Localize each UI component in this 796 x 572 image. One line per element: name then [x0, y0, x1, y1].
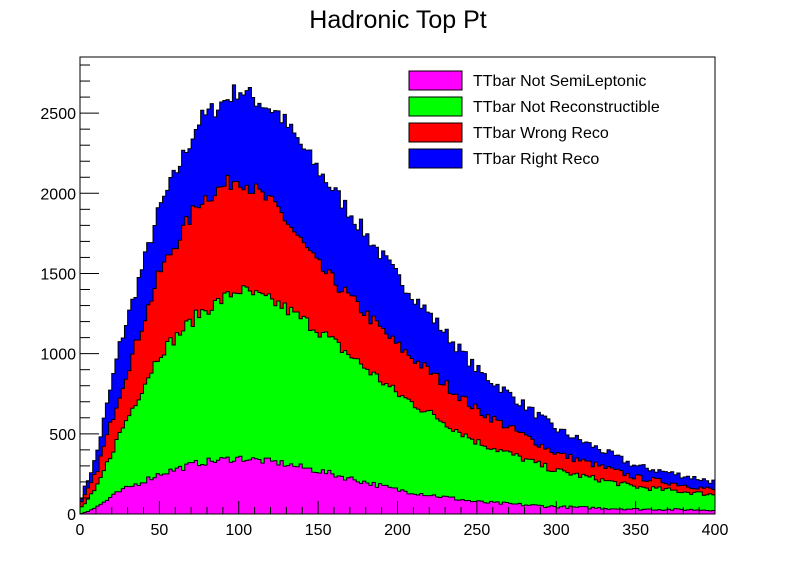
x-tick-label: 350 — [622, 522, 649, 539]
legend-item: TTbar Not Reconstructible — [408, 96, 660, 117]
y-tick-label: 1000 — [40, 347, 76, 364]
y-tick-label: 2500 — [40, 106, 76, 123]
legend-swatch — [408, 70, 463, 91]
chart-title: Hadronic Top Pt — [309, 6, 486, 34]
x-tick-label: 300 — [543, 522, 570, 539]
x-tick-label: 0 — [76, 522, 85, 539]
legend-label: TTbar Wrong Reco — [473, 125, 609, 142]
y-tick-label: 0 — [67, 507, 76, 524]
x-tick-label: 100 — [225, 522, 252, 539]
histogram-outline-ttbar-right-reco — [79, 84, 716, 515]
x-tick-label: 150 — [305, 522, 332, 539]
y-tick-label: 1500 — [40, 266, 76, 283]
legend-label: TTbar Not Reconstructible — [473, 99, 660, 116]
x-tick-label: 200 — [384, 522, 411, 539]
legend-item: TTbar Not SemiLeptonic — [408, 70, 646, 91]
legend-item: TTbar Right Reco — [408, 148, 599, 169]
legend-label: TTbar Right Reco — [473, 151, 599, 168]
x-tick-label: 50 — [150, 522, 168, 539]
x-tick-label: 400 — [702, 522, 729, 539]
legend-swatch — [408, 122, 463, 143]
x-axis: 0 50 100 150 200 250 300 350 400 — [76, 501, 729, 539]
x-tick-label: 250 — [464, 522, 491, 539]
y-axis: 0 500 1000 1500 2000 2500 — [40, 64, 99, 524]
histogram-outline-ttbar-not-semileptonic — [79, 455, 716, 515]
legend: TTbar Not SemiLeptonic TTbar Not Reconstr… — [408, 70, 660, 169]
histogram-outline-ttbar-not-reconstructible — [79, 285, 716, 515]
legend-swatch — [408, 148, 463, 169]
y-tick-label: 2000 — [40, 186, 76, 203]
histogram-fills — [80, 84, 715, 515]
legend-item: TTbar Wrong Reco — [408, 122, 609, 143]
legend-label: TTbar Not SemiLeptonic — [473, 73, 646, 90]
histogram-outlines — [79, 84, 716, 515]
legend-swatch — [408, 96, 463, 117]
histogram-outline-ttbar-wrong-reco — [79, 174, 716, 515]
y-tick-label: 500 — [49, 427, 76, 444]
histogram-series-ttbar-not-semileptonic — [80, 456, 715, 514]
